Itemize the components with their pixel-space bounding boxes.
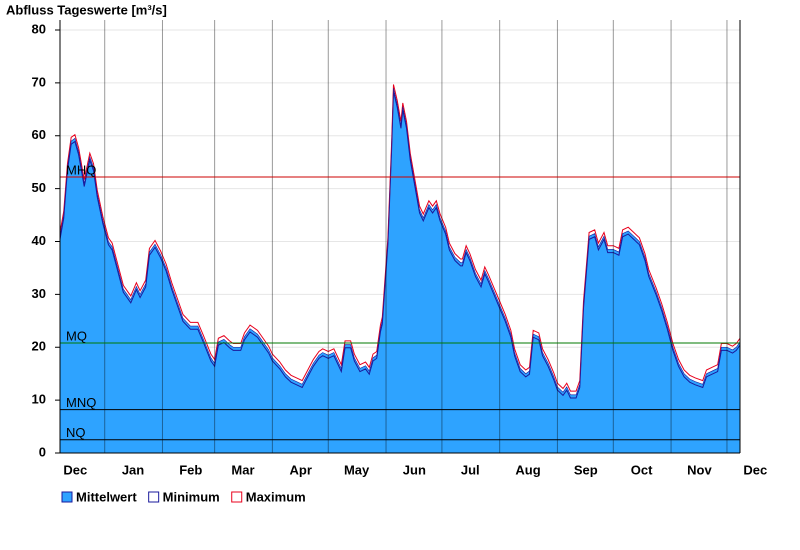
x-tick-label: Apr <box>290 462 312 477</box>
x-tick-label: Jan <box>122 462 144 477</box>
legend-swatch <box>61 491 73 503</box>
legend-label: Minimum <box>163 489 220 504</box>
series-line <box>59 84 741 392</box>
x-tick-label: Feb <box>179 462 202 477</box>
y-tick-label: 20 <box>32 339 46 354</box>
x-tick-label: Mar <box>231 462 254 477</box>
x-tick-label: Aug <box>515 462 540 477</box>
legend-swatch <box>148 491 160 503</box>
legend-swatch <box>231 491 243 503</box>
series-line <box>59 91 741 399</box>
x-tick-label: Jul <box>461 462 480 477</box>
reference-label: MNQ <box>66 395 96 410</box>
x-tick-label: Jun <box>403 462 426 477</box>
mean-area <box>60 88 740 453</box>
y-tick-label: 40 <box>32 233 46 248</box>
x-tick-label: Sep <box>574 462 598 477</box>
reference-label: MQ <box>66 328 87 343</box>
y-tick-label: 70 <box>32 74 46 89</box>
y-tick-label: 80 <box>32 21 46 36</box>
y-tick-label: 30 <box>32 286 46 301</box>
mean-outline <box>59 88 741 396</box>
y-tick-label: 60 <box>32 127 46 142</box>
x-tick-label: Dec <box>63 462 87 477</box>
x-tick-label: Nov <box>687 462 712 477</box>
y-tick-label: 0 <box>39 444 46 459</box>
chart-title: Abfluss Tageswerte [m³/s] <box>6 2 167 17</box>
y-tick-label: 10 <box>32 392 46 407</box>
y-tick-label: 50 <box>32 180 46 195</box>
reference-label: MHQ <box>66 162 96 177</box>
x-tick-label: Dec <box>743 462 767 477</box>
legend-label: Maximum <box>246 489 306 504</box>
reference-label: NQ <box>66 425 86 440</box>
x-tick-label: May <box>344 462 370 477</box>
x-tick-label: Oct <box>631 462 653 477</box>
legend-label: Mittelwert <box>76 489 137 504</box>
